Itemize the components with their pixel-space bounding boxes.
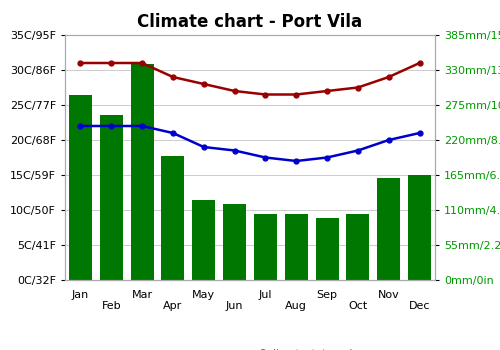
Text: Jun: Jun [226,301,244,311]
Text: Dec: Dec [409,301,430,311]
Text: Feb: Feb [102,301,121,311]
Bar [284,215,308,280]
Text: Aug: Aug [286,301,307,311]
Text: May: May [192,290,216,300]
Bar [162,156,184,280]
Bar [408,175,431,280]
Text: Mar: Mar [132,290,152,300]
Text: ©climatestotravel.com: ©climatestotravel.com [258,349,378,350]
Bar [346,215,370,280]
Bar [377,178,400,280]
Text: Jul: Jul [258,290,272,300]
Bar [69,96,92,280]
Bar [100,114,123,280]
Text: Apr: Apr [164,301,182,311]
Text: Sep: Sep [316,290,338,300]
Text: Oct: Oct [348,301,368,311]
Bar [254,215,277,280]
Bar [130,64,154,280]
Bar [223,204,246,280]
Bar [316,218,338,280]
Title: Climate chart - Port Vila: Climate chart - Port Vila [138,13,362,31]
Text: Jan: Jan [72,290,89,300]
Bar [192,201,216,280]
Text: Nov: Nov [378,290,400,300]
